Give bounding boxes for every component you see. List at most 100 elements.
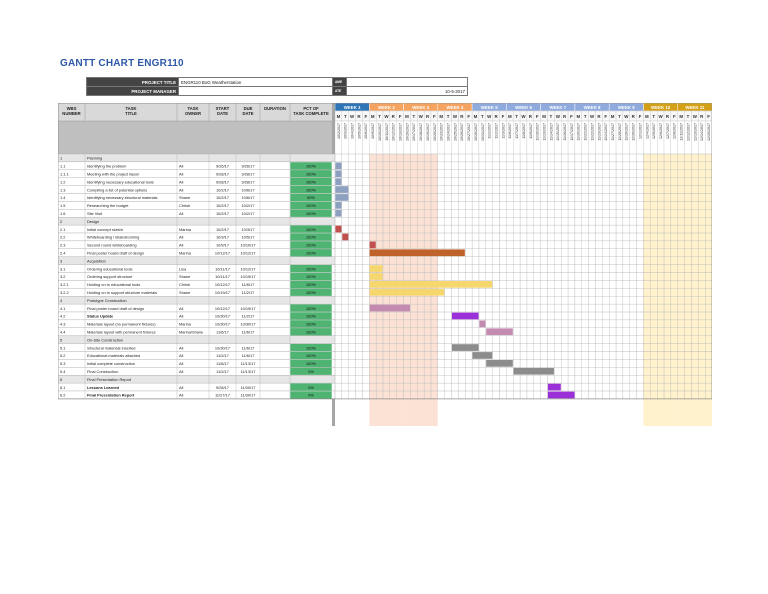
gantt-bar[interactable]	[335, 186, 349, 193]
pct-complete: 100%	[306, 274, 316, 279]
wbs-number: 1.5	[60, 203, 65, 208]
due-date: 10/10/17	[240, 243, 255, 248]
day-letter: T	[344, 114, 347, 119]
pct-complete-cell	[290, 280, 332, 288]
pct-complete: 100%	[306, 314, 316, 319]
pct-complete-cell	[290, 367, 332, 375]
day-date: 10/27/2017	[467, 123, 471, 141]
task-title: On-Site Construction	[87, 337, 123, 342]
right-value-1[interactable]	[346, 77, 468, 87]
task-owner: All	[179, 179, 183, 184]
pct-complete: 100%	[306, 330, 316, 335]
week-label: WEEK 11	[685, 105, 705, 110]
gantt-bar[interactable]	[335, 162, 342, 170]
gantt-bar[interactable]	[486, 360, 513, 367]
start-date: 10/11/17	[215, 266, 230, 271]
day-letter: M	[439, 114, 443, 119]
project-date-value[interactable]: 10-5-2017	[346, 86, 468, 96]
gantt-bar[interactable]	[335, 170, 342, 178]
day-letter: R	[563, 114, 567, 119]
pct-complete-cell	[290, 328, 332, 336]
task-owner: All	[179, 314, 183, 319]
wbs-number: 4.2	[60, 314, 65, 319]
gantt-bar[interactable]	[547, 391, 575, 399]
day-letter: W	[659, 114, 664, 119]
due-date: 11/30/17	[241, 393, 256, 398]
wbs-number: 1.6	[60, 211, 65, 216]
wbs-number: 1.3	[60, 187, 65, 192]
day-letter: W	[556, 114, 561, 119]
project-title-value[interactable]: ENGR110 BoG Weatherstation	[178, 77, 333, 87]
gantt-bar[interactable]	[369, 241, 376, 249]
gantt-bar[interactable]	[472, 352, 493, 359]
day-date: 12/11/2017	[680, 123, 684, 141]
due-date: 10/3/17	[242, 227, 255, 232]
task-owner: Christi	[179, 282, 190, 287]
week-label: WEEK 4	[447, 105, 464, 110]
task-title: Final poster board draft of design	[87, 251, 144, 256]
pct-complete-cell	[290, 272, 332, 281]
day-letter: F	[707, 114, 710, 119]
pct-complete-cell	[290, 320, 332, 328]
gantt-bar[interactable]	[342, 233, 349, 241]
gantt-bar[interactable]	[513, 367, 554, 375]
pct-complete-cell	[290, 233, 332, 241]
week-label: WEEK 8	[584, 105, 601, 110]
gantt-bar[interactable]	[451, 344, 479, 351]
task-owner: All	[179, 369, 183, 374]
wbs-number: 4.3	[60, 322, 65, 327]
gantt-bar[interactable]	[369, 288, 445, 296]
task-title: Meeting with the project liason	[87, 172, 139, 177]
gantt-bar[interactable]	[369, 265, 383, 272]
due-date: 10/19/17	[240, 274, 255, 279]
day-letter: R	[357, 114, 361, 119]
pct-complete: 100%	[306, 187, 316, 192]
task-title: Site Visit	[87, 211, 103, 216]
day-date: 10/4/2017	[351, 123, 355, 139]
gantt-bar[interactable]	[479, 320, 486, 328]
task-title: Lessons Learned	[87, 385, 120, 390]
task-title: Planning	[87, 156, 102, 161]
day-letter: W	[521, 114, 526, 119]
gantt-bar[interactable]	[335, 209, 342, 217]
gantt-bar[interactable]	[335, 178, 342, 185]
day-date: 10/12/2017	[392, 123, 396, 141]
start-date: 10/12/17	[215, 251, 230, 256]
week-label: WEEK 1	[344, 105, 361, 110]
gantt-bar[interactable]	[369, 304, 410, 312]
gantt-bar[interactable]	[369, 249, 465, 257]
task-owner: All	[179, 345, 183, 350]
phase-row[interactable]	[58, 217, 336, 226]
pct-complete: 100%	[306, 203, 316, 208]
day-date: 11/28/2017	[618, 123, 622, 141]
pct-complete: 100%	[306, 306, 316, 311]
task-owner: Marina	[179, 322, 192, 327]
due-date: 11/2/17	[242, 290, 255, 295]
task-title: Holding on to educational tools	[87, 282, 140, 287]
gantt-bar[interactable]	[369, 281, 493, 288]
wbs-number: 3	[60, 258, 62, 263]
due-date: 10/6/17	[242, 187, 255, 192]
day-letter: T	[550, 114, 553, 119]
pct-complete: 0%	[308, 393, 314, 398]
gantt-bar[interactable]	[335, 202, 342, 209]
task-title: Final Construction	[87, 369, 118, 374]
day-letter: R	[392, 114, 396, 119]
due-date: 11/30/17	[241, 385, 256, 390]
pct-complete-cell	[290, 343, 332, 352]
task-owner: All	[179, 306, 183, 311]
task-owner: All	[179, 172, 183, 177]
gantt-bar[interactable]	[451, 312, 479, 320]
pct-complete: 100%	[306, 227, 316, 232]
task-title: Ordering support structure	[87, 274, 132, 279]
gantt-bar[interactable]	[486, 328, 513, 336]
gantt-bar[interactable]	[369, 273, 383, 280]
pct-complete-cell	[290, 312, 332, 320]
project-manager-value[interactable]	[178, 86, 333, 96]
day-letter: R	[529, 114, 533, 119]
pct-complete-cell	[290, 383, 332, 391]
gantt-bar[interactable]	[335, 225, 342, 233]
gantt-bar[interactable]	[547, 383, 561, 391]
gantt-bar[interactable]	[335, 194, 349, 201]
wbs-number: 3.2.1	[60, 282, 69, 287]
